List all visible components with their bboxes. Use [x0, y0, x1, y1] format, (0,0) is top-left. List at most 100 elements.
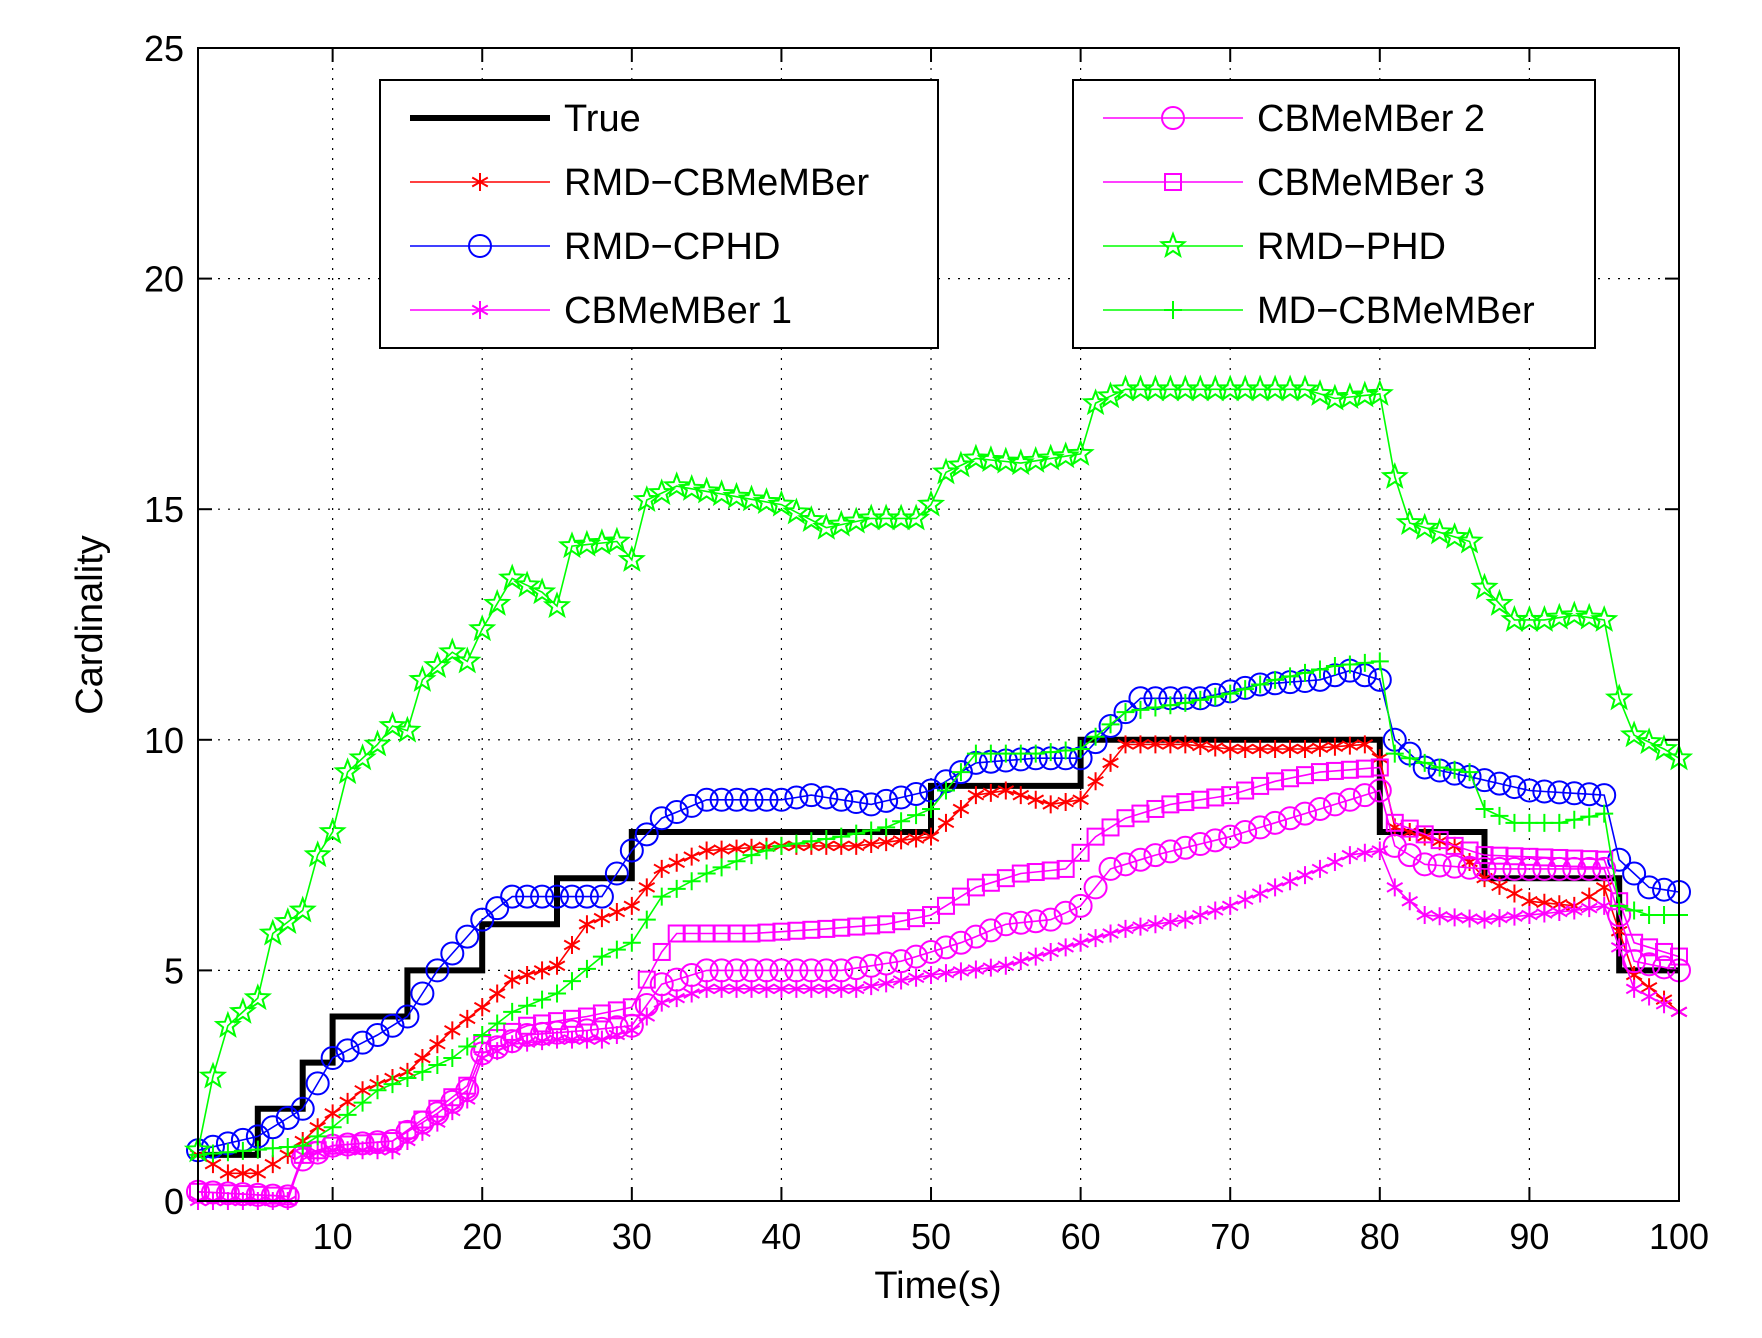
data-point [1400, 749, 1419, 768]
data-point [1117, 919, 1134, 938]
data-point [1335, 382, 1365, 410]
data-point [1192, 906, 1209, 925]
data-point [653, 859, 671, 878]
data-point [518, 966, 536, 985]
data-point [1311, 738, 1329, 757]
y-tick-label: 20 [144, 259, 184, 300]
data-point [1296, 766, 1315, 785]
tick-labels: 10 20 30 40 50 60 70 80 90 100 0 5 10 15 20 25 [144, 28, 1709, 1257]
data-point [533, 961, 551, 980]
data-point [592, 947, 611, 966]
data-point [772, 836, 791, 855]
data-point [1445, 836, 1464, 855]
data-point [1221, 896, 1239, 915]
data-point [1042, 942, 1059, 961]
data-point [758, 979, 775, 998]
data-point [1131, 700, 1150, 719]
data-point [368, 1133, 387, 1152]
series-line [198, 736, 1679, 1158]
data-point [892, 812, 911, 831]
data-point [668, 853, 686, 872]
data-point [1023, 909, 1048, 934]
data-point [353, 1134, 372, 1153]
data-point [278, 1187, 297, 1206]
data-point [1307, 796, 1332, 821]
data-point [1565, 810, 1584, 829]
series-md-cbmember [189, 652, 1688, 1164]
data-point [557, 531, 587, 559]
data-point [1026, 744, 1045, 763]
data-point [1281, 872, 1299, 891]
data-point [874, 788, 899, 813]
data-point [889, 785, 914, 810]
data-point [951, 887, 970, 906]
data-point [1415, 825, 1434, 844]
data-point [428, 1099, 447, 1118]
data-point [1637, 875, 1662, 900]
data-point [1580, 807, 1599, 826]
data-point [982, 783, 1000, 802]
data-point [772, 922, 791, 941]
data-point [604, 1015, 629, 1040]
data-point [288, 895, 317, 923]
data-point [1278, 806, 1303, 831]
data-point [1547, 780, 1572, 805]
data-point [1610, 896, 1629, 915]
data-point [1263, 810, 1288, 835]
data-point [1590, 605, 1619, 632]
data-point [1041, 861, 1060, 880]
data-point [425, 1101, 450, 1126]
data-point [470, 907, 495, 932]
data-point [632, 485, 661, 513]
data-point [1530, 605, 1559, 632]
legend-label: RMD−PHD [1257, 226, 1446, 268]
data-point [1340, 655, 1359, 674]
data-point [1086, 727, 1105, 746]
legend-marker [1161, 106, 1185, 130]
series-line [197, 660, 1679, 1156]
data-point [1162, 735, 1179, 754]
data-point [219, 1164, 237, 1183]
data-point [1132, 735, 1149, 754]
data-point [1521, 906, 1538, 925]
data-point [679, 963, 704, 988]
data-point [769, 958, 794, 983]
data-point [844, 956, 869, 981]
data-point [862, 977, 880, 996]
data-point [548, 956, 566, 975]
data-point [1341, 736, 1359, 755]
data-point [234, 1164, 252, 1183]
y-tick-label: 0 [164, 1181, 184, 1222]
data-point [1281, 667, 1300, 686]
legend-label: MD−CBMeMBer [1257, 290, 1535, 332]
data-point [904, 944, 929, 969]
data-point [802, 920, 821, 939]
data-point [784, 785, 809, 810]
data-point [1502, 775, 1527, 800]
data-point [966, 878, 985, 897]
series-true [198, 736, 1679, 1158]
data-point [1113, 700, 1138, 725]
data-point [1502, 856, 1527, 881]
data-point [383, 1132, 402, 1151]
data-point [694, 958, 719, 983]
data-point [638, 878, 656, 897]
data-point [1233, 820, 1258, 845]
data-point [799, 783, 824, 808]
legend-label: RMD−CBMeMBer [564, 162, 869, 204]
data-point [757, 841, 776, 860]
data-point [1087, 772, 1104, 791]
data-point [1072, 790, 1089, 809]
data-point [1551, 902, 1568, 921]
data-point [1146, 698, 1165, 717]
data-point [548, 1012, 567, 1031]
data-point [1147, 915, 1164, 934]
data-point [803, 979, 820, 998]
data-point [503, 970, 521, 989]
data-point [1026, 863, 1045, 882]
data-point [290, 1096, 315, 1121]
data-point [363, 729, 392, 757]
data-point [619, 838, 644, 863]
data-point [622, 998, 641, 1017]
data-point [338, 1105, 357, 1124]
